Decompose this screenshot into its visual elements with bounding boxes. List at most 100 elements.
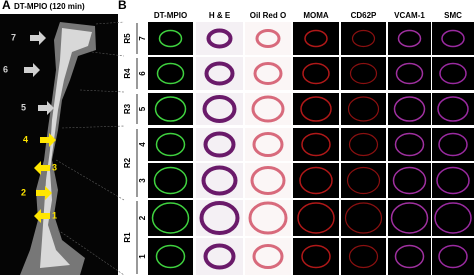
arrow [24,63,40,77]
artery-lumen [40,28,92,268]
micrograph [341,163,386,198]
micrograph [341,200,386,236]
vessel-section [155,244,186,269]
arrow-label: 7 [11,32,16,42]
micrograph [341,93,386,125]
arrow-label: 1 [52,210,57,220]
vessel-section [203,131,236,158]
micrograph [293,57,339,90]
vessel-section [349,62,378,85]
vessel-section [438,132,468,157]
vessel-section [438,244,468,269]
micrograph [388,22,431,55]
column-header: MOMA [303,11,329,20]
arrow [38,101,54,115]
row-label: 2 [138,215,147,220]
vessel-section [301,244,331,269]
vessel-section [248,201,288,235]
connector [55,159,125,201]
vessel-section [155,132,186,157]
arrow [40,133,56,147]
micrograph [148,238,193,275]
vessel-section [390,202,429,234]
vessel-section [251,95,285,123]
vessel-section [344,202,383,234]
micrograph [388,163,431,198]
vessel-section [436,166,470,195]
region-label: R5 [123,33,132,44]
region-label: R3 [123,103,132,114]
vessel-section [156,62,185,85]
vessel-section [300,96,332,122]
micrograph [148,22,193,55]
arrow [30,31,46,45]
vessel-section [348,132,379,157]
micrograph [148,200,193,236]
vessel-section [301,132,331,157]
connector [91,51,125,57]
micrograph [432,93,474,125]
micrograph [341,57,386,90]
vessel-section [158,29,183,48]
arrow-label: 6 [3,64,8,74]
arrow-label: 5 [21,102,26,112]
micrograph [293,22,339,55]
column-header: VCAM-1 [394,11,425,20]
column-header: SMC [444,11,462,20]
vessel-section [397,29,422,48]
panel-label: B [118,0,127,12]
arrow [36,186,52,200]
row-label: 4 [138,142,147,147]
micrograph [196,200,243,236]
vessel-section [346,166,381,195]
micrograph [245,57,291,90]
arrow-label: 4 [23,134,28,144]
vessel-section [299,166,333,195]
vessel-section [439,62,467,85]
vessel-section [348,244,379,269]
micrograph [293,200,339,236]
micrograph [432,200,474,236]
micrograph [245,22,291,55]
row-label: 5 [138,106,147,111]
micrograph [432,57,474,90]
vessel-section [437,96,469,122]
vessel-section [202,95,237,123]
arrow [34,161,50,175]
row-label: 3 [138,178,147,183]
row-label: 7 [138,36,147,41]
connector [79,89,125,93]
vessel-section [154,96,187,122]
micrograph [388,238,431,275]
vessel-section [204,61,235,86]
panel-label: A [2,0,11,12]
vessel-section [302,62,330,85]
vessel-section [151,202,190,234]
vessel-section [392,166,427,195]
region-label: R4 [123,68,132,79]
column-header: DT-MPIO [154,11,187,20]
arrow-label: 3 [52,162,57,172]
micrograph [388,200,431,236]
vessel-section [199,201,240,235]
row-label: 6 [138,71,147,76]
vessel-section [394,244,425,269]
micrograph [432,163,474,198]
column-header: Oil Red O [250,11,286,20]
micrograph [148,57,193,90]
region-label: R2 [123,157,132,168]
arrow-label: 2 [21,187,26,197]
column-header: CD62P [351,11,377,20]
micrograph [293,238,339,275]
vessel-section [250,166,286,195]
vessel-section [434,202,472,234]
vessel-section [394,132,425,157]
vessel-section [203,243,236,270]
vessel-section [206,28,233,49]
vessel-section [255,29,281,48]
vessel-section [252,132,284,157]
vessel-section [201,165,238,196]
arrow [34,209,50,223]
column-header: H & E [209,11,231,20]
